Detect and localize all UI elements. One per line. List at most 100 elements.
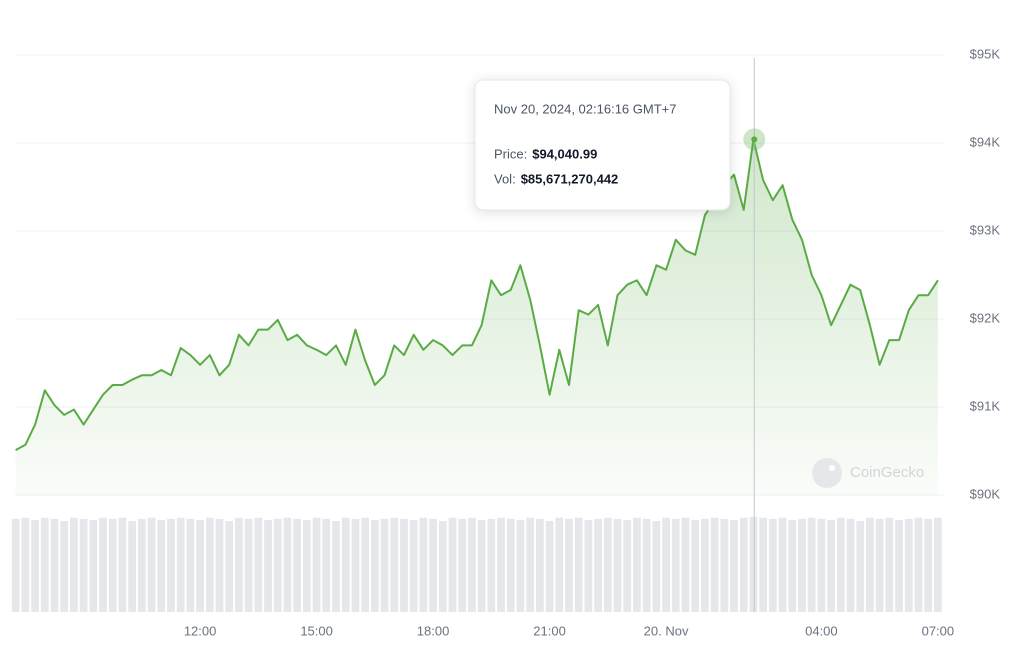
volume-bar — [768, 518, 777, 612]
volume-bar — [89, 519, 98, 612]
volume-bar — [458, 518, 467, 612]
tooltip-price: $94,040.99 — [532, 146, 597, 161]
volume-bar — [254, 517, 263, 612]
volume-bar — [652, 521, 661, 612]
y-tick-label: $90K — [970, 486, 1001, 501]
volume-bar — [535, 518, 544, 612]
volume-bar — [681, 517, 690, 612]
y-tick-label: $91K — [970, 398, 1001, 413]
volume-bar — [720, 518, 729, 612]
volume-bar — [99, 517, 107, 612]
volume-bar — [836, 517, 845, 612]
y-tick-label: $94K — [970, 134, 1001, 149]
volume-bar — [701, 518, 709, 612]
volume-bar — [662, 517, 670, 612]
volume-bar — [196, 519, 204, 612]
volume-bar — [866, 517, 874, 612]
volume-bar — [31, 519, 39, 612]
volume-bar — [468, 517, 476, 612]
volume-bar — [361, 517, 370, 612]
volume-bar — [807, 517, 816, 612]
volume-bar — [827, 519, 835, 612]
volume-bar — [904, 518, 913, 612]
volume-bar — [264, 519, 272, 612]
watermark-icon — [812, 458, 842, 488]
volume-bar — [40, 517, 49, 612]
volume-bar — [351, 518, 360, 612]
volume-bar — [574, 517, 583, 612]
x-tick-label: 21:00 — [533, 623, 566, 638]
volume-bar — [400, 518, 408, 612]
volume-bar — [167, 518, 175, 612]
volume-bar — [283, 517, 292, 612]
volume-bar — [11, 518, 20, 612]
y-tick-label: $93K — [970, 222, 1001, 237]
x-tick-label: 18:00 — [417, 623, 450, 638]
volume-bar — [516, 519, 525, 612]
volume-bar — [303, 519, 311, 612]
volume-bar — [429, 518, 437, 612]
volume-bar — [157, 519, 166, 612]
volume-bar — [788, 519, 797, 612]
x-tick-label: 07:00 — [922, 623, 955, 638]
volume-bar — [322, 518, 331, 612]
volume-bar — [497, 517, 505, 612]
volume-bar — [108, 518, 117, 612]
volume-bar — [215, 518, 224, 612]
price-area — [15, 139, 938, 495]
volume-bar — [60, 521, 69, 612]
volume-bar — [555, 517, 564, 612]
y-tick-label: $92K — [970, 310, 1001, 325]
volume-bar — [584, 519, 593, 612]
volume-bar — [438, 521, 447, 612]
x-tick-label: 15:00 — [300, 623, 333, 638]
volume-bar — [21, 517, 30, 612]
volume-bar — [798, 518, 806, 612]
volume-bar — [137, 518, 146, 612]
volume-bar — [934, 517, 942, 612]
watermark-eye — [829, 465, 835, 471]
volume-bar — [759, 517, 768, 612]
tooltip-title: Nov 20, 2024, 02:16:16 GMT+7 — [494, 101, 676, 116]
volume-bar — [778, 517, 787, 612]
volume-bar — [390, 517, 399, 612]
x-tick-label: 04:00 — [805, 623, 838, 638]
volume-bar — [244, 518, 253, 612]
watermark: CoinGecko — [812, 458, 924, 488]
volume-bar — [642, 518, 651, 612]
volume-bar — [273, 518, 282, 612]
volume-bar — [409, 519, 418, 612]
volume-bar — [565, 518, 573, 612]
tooltip-price-caption: Price: — [494, 146, 527, 161]
volume-bar — [380, 518, 389, 612]
volume-bar — [730, 519, 738, 612]
volume-bar — [176, 517, 185, 612]
volume-bar — [633, 517, 641, 612]
volume-bar — [448, 517, 457, 612]
volume-bar — [477, 519, 486, 612]
volume-bar — [128, 521, 137, 612]
volume-bar — [147, 517, 156, 612]
volume-bar — [895, 519, 903, 612]
hover-point — [751, 136, 758, 143]
volume-bar — [526, 517, 535, 612]
volume-bar — [817, 518, 826, 612]
volume-bar — [312, 517, 321, 612]
volume-bar — [419, 517, 428, 612]
volume-bar — [875, 518, 884, 612]
volume-bar — [691, 519, 700, 612]
volume-bar — [225, 521, 234, 612]
volume-bar — [79, 518, 88, 612]
tooltip-vol-caption: Vol: — [494, 171, 516, 186]
x-tick-label: 12:00 — [184, 623, 217, 638]
volume-bar — [205, 517, 214, 612]
tooltip-vol: $85,671,270,442 — [521, 171, 619, 186]
volume-bar — [594, 518, 602, 612]
volume-bar — [739, 517, 748, 612]
volume-bar — [846, 518, 855, 612]
volume-bar — [341, 517, 350, 612]
volume-bar — [332, 521, 340, 612]
volume-bar — [924, 518, 933, 612]
